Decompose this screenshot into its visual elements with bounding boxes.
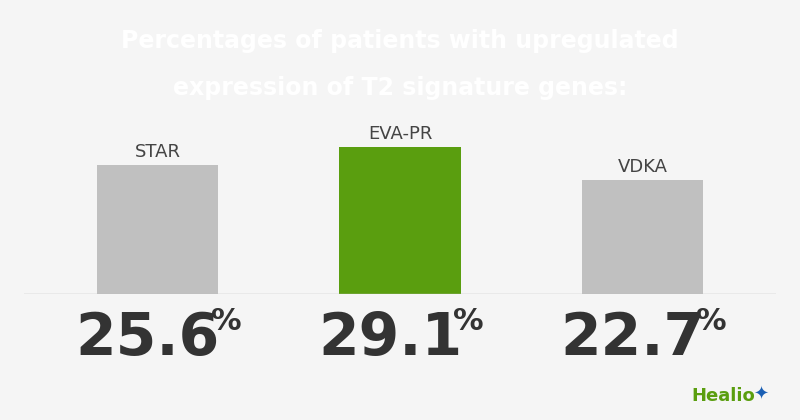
Text: expression of T2 signature genes:: expression of T2 signature genes: xyxy=(173,76,627,100)
Text: 25.6: 25.6 xyxy=(75,310,220,367)
Bar xyxy=(339,147,461,294)
Bar xyxy=(97,165,218,294)
Text: 22.7: 22.7 xyxy=(561,310,705,367)
Text: EVA-PR: EVA-PR xyxy=(368,125,432,143)
Bar xyxy=(582,180,703,294)
Text: VDKA: VDKA xyxy=(618,158,667,176)
Text: %: % xyxy=(696,307,726,336)
Text: %: % xyxy=(210,307,242,336)
Text: %: % xyxy=(454,307,484,336)
Text: 29.1: 29.1 xyxy=(318,310,462,367)
Text: Percentages of patients with upregulated: Percentages of patients with upregulated xyxy=(121,29,679,53)
Text: Healio: Healio xyxy=(691,387,755,405)
Text: ✦: ✦ xyxy=(754,386,769,404)
Text: STAR: STAR xyxy=(134,143,181,161)
